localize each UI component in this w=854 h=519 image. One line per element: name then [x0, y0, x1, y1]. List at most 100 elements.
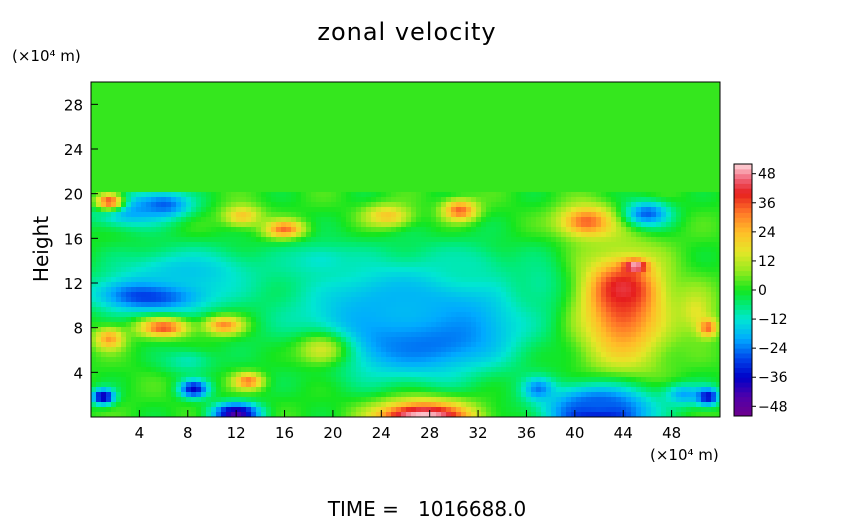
heatmap-cell	[211, 272, 217, 278]
heatmap-cell	[441, 277, 447, 283]
heatmap-cell	[176, 167, 182, 173]
heatmap-cell	[431, 202, 437, 208]
heatmap-cell	[391, 127, 397, 133]
heatmap-cell	[556, 137, 562, 143]
heatmap-cell	[581, 192, 587, 198]
heatmap-cell	[476, 222, 482, 228]
heatmap-cell	[181, 247, 187, 253]
heatmap-cell	[191, 212, 197, 218]
heatmap-cell	[446, 107, 452, 113]
heatmap-cell	[411, 132, 417, 138]
heatmap-cell	[291, 137, 297, 143]
heatmap-cell	[626, 107, 632, 113]
heatmap-cell	[366, 147, 372, 153]
heatmap-cell	[396, 157, 402, 163]
heatmap-cell	[581, 257, 587, 263]
heatmap-cell	[501, 197, 507, 203]
heatmap-cell	[226, 87, 232, 93]
heatmap-cell	[281, 127, 287, 133]
heatmap-cell	[471, 187, 477, 193]
heatmap-cell	[711, 262, 717, 268]
heatmap-cell	[631, 237, 637, 243]
heatmap-cell	[111, 202, 117, 208]
heatmap-cell	[706, 157, 712, 163]
heatmap-cell	[316, 92, 322, 98]
heatmap-cell	[391, 162, 397, 168]
heatmap-cell	[286, 147, 292, 153]
heatmap-cell	[396, 147, 402, 153]
heatmap-cell	[431, 107, 437, 113]
heatmap-cell	[466, 162, 472, 168]
heatmap-cell	[626, 112, 632, 118]
heatmap-cell	[311, 172, 317, 178]
heatmap-cell	[446, 172, 452, 178]
heatmap-cell	[641, 112, 647, 118]
heatmap-cell	[181, 277, 187, 283]
heatmap-cell	[686, 112, 692, 118]
heatmap-cell	[406, 237, 412, 243]
heatmap-cell	[356, 92, 362, 98]
heatmap-cell	[226, 122, 232, 128]
heatmap-cell	[581, 247, 587, 253]
heatmap-cell	[431, 152, 437, 158]
heatmap-cell	[616, 202, 622, 208]
heatmap-cell	[596, 97, 602, 103]
heatmap-cell	[551, 137, 557, 143]
heatmap-cell	[716, 232, 720, 238]
heatmap-cell	[351, 137, 357, 143]
heatmap-cell	[291, 172, 297, 178]
heatmap-cell	[361, 187, 367, 193]
heatmap-cell	[681, 232, 687, 238]
heatmap-cell	[676, 257, 682, 263]
heatmap-cell	[336, 222, 342, 228]
heatmap-cell	[291, 177, 297, 183]
heatmap-cell	[241, 207, 247, 213]
heatmap-cell	[701, 227, 707, 233]
heatmap-cell	[616, 222, 622, 228]
heatmap-cell	[161, 162, 167, 168]
heatmap-cell	[691, 97, 697, 103]
heatmap-cell	[626, 237, 632, 243]
heatmap-cell	[461, 152, 467, 158]
heatmap-cell	[146, 222, 152, 228]
heatmap-cell	[151, 202, 157, 208]
heatmap-cell	[466, 147, 472, 153]
heatmap-cell	[576, 252, 582, 258]
heatmap-cell	[621, 147, 627, 153]
heatmap-cell	[296, 232, 302, 238]
heatmap-cell	[366, 262, 372, 268]
heatmap-cell	[676, 197, 682, 203]
heatmap-cell	[386, 262, 392, 268]
heatmap-cell	[456, 232, 462, 238]
heatmap-cell	[421, 177, 427, 183]
heatmap-cell	[231, 137, 237, 143]
heatmap-cell	[411, 112, 417, 118]
heatmap-cell	[446, 187, 452, 193]
heatmap-cell	[311, 177, 317, 183]
heatmap-cell	[521, 227, 527, 233]
heatmap-cell	[406, 227, 412, 233]
heatmap-cell	[516, 267, 522, 273]
heatmap-cell	[276, 182, 282, 188]
heatmap-cell	[571, 202, 577, 208]
heatmap-cell	[246, 207, 252, 213]
heatmap-cell	[386, 247, 392, 253]
heatmap-cell	[491, 122, 497, 128]
heatmap-cell	[351, 157, 357, 163]
heatmap-cell	[526, 177, 532, 183]
heatmap-cell	[246, 192, 252, 198]
heatmap-cell	[451, 147, 457, 153]
heatmap-cell	[91, 262, 97, 268]
heatmap-cell	[461, 112, 467, 118]
heatmap-cell	[261, 92, 267, 98]
heatmap-cell	[241, 117, 247, 123]
heatmap-cell	[601, 272, 607, 278]
heatmap-cell	[206, 242, 212, 248]
heatmap-cell	[106, 127, 112, 133]
heatmap-cell	[296, 237, 302, 243]
heatmap-cell	[491, 107, 497, 113]
heatmap-cell	[551, 217, 557, 223]
heatmap-cell	[251, 167, 257, 173]
heatmap-cell	[111, 267, 117, 273]
heatmap-cell	[346, 207, 352, 213]
